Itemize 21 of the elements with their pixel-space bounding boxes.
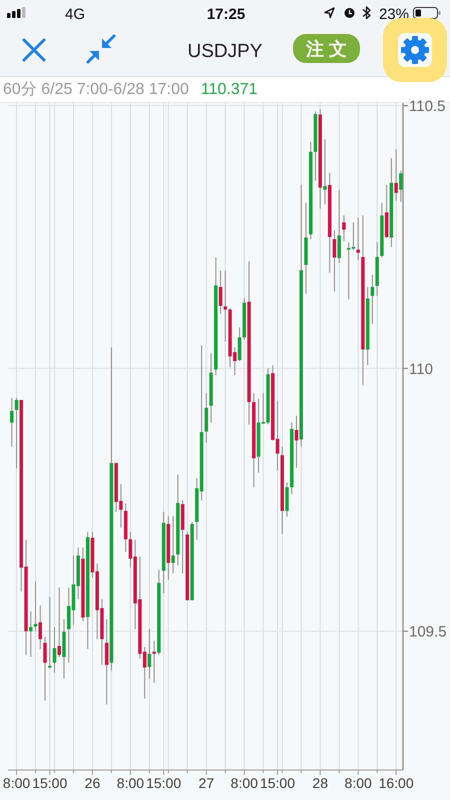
text: 4G bbox=[65, 6, 86, 23]
x-tick-label: 8:00 bbox=[116, 775, 144, 791]
text: 17:25 bbox=[206, 6, 246, 23]
y-tick-label: 110.5 bbox=[409, 98, 446, 116]
x-tick-label: 15:00 bbox=[260, 775, 296, 791]
x-tick-label: 15:00 bbox=[146, 775, 182, 791]
text: 110.371 bbox=[200, 81, 258, 98]
chart-title: USDJPY bbox=[188, 41, 263, 62]
x-tick-label: 15:00 bbox=[32, 775, 68, 791]
x-tick-label: 8:00 bbox=[2, 775, 30, 791]
x-tick-label: 28 bbox=[312, 775, 328, 791]
y-tick-label: 110 bbox=[409, 360, 433, 378]
x-tick-label: 8:00 bbox=[344, 775, 372, 791]
chart-subtitle: 60分 6/25 7:00-6/28 17:00 bbox=[3, 81, 190, 98]
x-tick-label: 27 bbox=[198, 775, 214, 791]
x-tick-label: 16:00 bbox=[378, 775, 414, 791]
button-order: 注文 bbox=[293, 34, 360, 63]
text: 23% bbox=[378, 6, 409, 23]
x-tick-label: 8:00 bbox=[230, 775, 258, 791]
x-tick-label: 26 bbox=[84, 775, 100, 791]
y-tick-label: 109.5 bbox=[409, 624, 447, 641]
